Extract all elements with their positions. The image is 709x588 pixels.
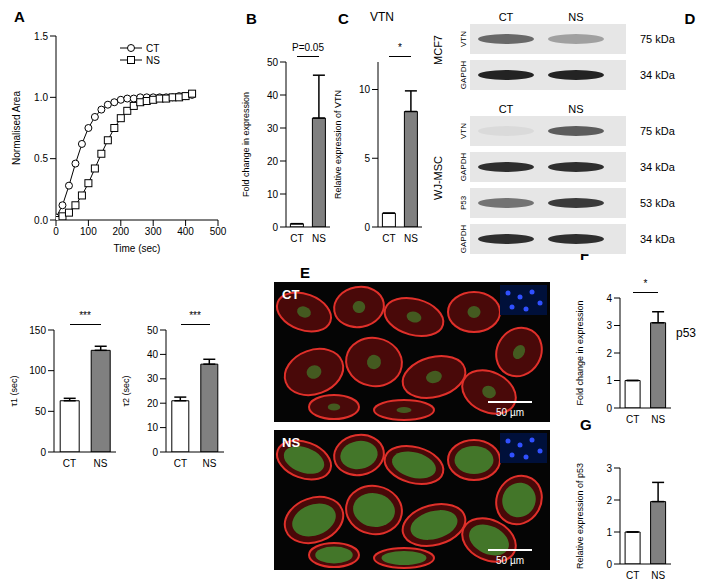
svg-text:NS: NS xyxy=(568,103,583,115)
svg-text:CT: CT xyxy=(499,11,514,23)
svg-text:1.5: 1.5 xyxy=(34,31,48,42)
svg-text:VTN: VTN xyxy=(459,31,468,47)
svg-text:50: 50 xyxy=(267,57,279,68)
svg-text:2: 2 xyxy=(606,495,612,506)
svg-text:CT: CT xyxy=(626,414,639,425)
html-text:P=0.05: P=0.05 xyxy=(292,42,324,53)
svg-text:GAPDH: GAPDH xyxy=(459,225,468,254)
svg-text:34 kDa: 34 kDa xyxy=(640,161,676,173)
svg-text:τ2 (sec): τ2 (sec) xyxy=(121,375,131,406)
svg-text:CT: CT xyxy=(174,458,187,469)
svg-text:50 µm: 50 µm xyxy=(496,407,524,418)
svg-text:MCF7: MCF7 xyxy=(432,35,444,65)
svg-text:NS: NS xyxy=(404,233,418,244)
svg-text:3: 3 xyxy=(606,463,612,474)
svg-text:30: 30 xyxy=(147,373,159,384)
svg-text:Fold change in expression: Fold change in expression xyxy=(241,92,251,197)
svg-text:NS: NS xyxy=(651,570,665,581)
svg-text:GAPDH: GAPDH xyxy=(459,153,468,182)
svg-text:Normalised Area: Normalised Area xyxy=(11,91,22,165)
svg-text:NS: NS xyxy=(94,458,108,469)
svg-text:2: 2 xyxy=(606,348,612,359)
svg-text:34 kDa: 34 kDa xyxy=(640,233,676,245)
svg-text:0: 0 xyxy=(272,222,278,233)
svg-text:NS: NS xyxy=(203,458,217,469)
svg-text:0: 0 xyxy=(53,226,59,237)
svg-text:CT: CT xyxy=(626,570,639,581)
svg-text:NS: NS xyxy=(282,435,300,450)
svg-text:34 kDa: 34 kDa xyxy=(640,69,676,81)
svg-text:Fold change in expression: Fold change in expression xyxy=(575,300,585,405)
svg-text:1.0: 1.0 xyxy=(34,92,48,103)
svg-text:1: 1 xyxy=(606,527,612,538)
svg-text:0: 0 xyxy=(152,447,158,458)
svg-text:τ1 (sec): τ1 (sec) xyxy=(9,375,19,406)
svg-text:5: 5 xyxy=(364,153,370,164)
svg-text:40: 40 xyxy=(147,349,159,360)
svg-text:10: 10 xyxy=(267,189,279,200)
svg-text:CT: CT xyxy=(282,287,299,302)
svg-text:10: 10 xyxy=(147,422,159,433)
svg-text:0.5: 0.5 xyxy=(34,153,48,164)
svg-text:1: 1 xyxy=(606,375,612,386)
svg-text:53 kDa: 53 kDa xyxy=(640,197,676,209)
svg-text:100: 100 xyxy=(80,226,97,237)
svg-text:0: 0 xyxy=(40,447,46,458)
svg-text:WJ-MSC: WJ-MSC xyxy=(432,156,444,200)
svg-text:30: 30 xyxy=(267,123,279,134)
svg-text:0: 0 xyxy=(364,222,370,233)
svg-text:3: 3 xyxy=(606,320,612,331)
svg-text:75 kDa: 75 kDa xyxy=(640,125,676,137)
svg-text:0.0: 0.0 xyxy=(34,215,48,226)
html-text:p53: p53 xyxy=(676,326,696,340)
svg-text:400: 400 xyxy=(177,226,194,237)
html-text:C: C xyxy=(338,10,349,27)
html-text:VTN: VTN xyxy=(370,10,394,24)
html-text:NS: NS xyxy=(146,54,160,66)
svg-text:NS: NS xyxy=(651,414,665,425)
svg-text:CT: CT xyxy=(63,458,76,469)
svg-text:150: 150 xyxy=(29,325,46,336)
html-text:G: G xyxy=(580,416,592,433)
svg-text:20: 20 xyxy=(267,156,279,167)
svg-text:300: 300 xyxy=(145,226,162,237)
svg-text:50: 50 xyxy=(147,325,159,336)
svg-text:D: D xyxy=(685,10,696,27)
svg-text:20: 20 xyxy=(147,398,159,409)
html-text:F: F xyxy=(580,246,590,263)
html-text:CT: CT xyxy=(146,42,160,54)
html-text:E: E xyxy=(300,264,310,281)
html-text:B: B xyxy=(246,10,257,27)
svg-text:75 kDa: 75 kDa xyxy=(640,33,676,45)
svg-text:Relative expression of p53: Relative expression of p53 xyxy=(575,463,585,569)
svg-text:VTN: VTN xyxy=(459,123,468,139)
svg-text:10: 10 xyxy=(359,84,371,95)
svg-text:P53: P53 xyxy=(459,195,468,210)
svg-text:0: 0 xyxy=(606,403,612,414)
svg-text:NS: NS xyxy=(568,11,583,23)
svg-text:40: 40 xyxy=(267,90,279,101)
svg-text:CT: CT xyxy=(499,103,514,115)
svg-text:Relative expression of VTN: Relative expression of VTN xyxy=(333,90,343,199)
svg-text:50 µm: 50 µm xyxy=(496,555,524,566)
svg-text:Time (sec): Time (sec) xyxy=(114,243,161,254)
svg-text:CT: CT xyxy=(382,233,395,244)
svg-text:CT: CT xyxy=(290,233,303,244)
svg-text:NS: NS xyxy=(312,233,326,244)
svg-text:100: 100 xyxy=(29,365,46,376)
svg-text:4: 4 xyxy=(606,293,612,304)
svg-text:0: 0 xyxy=(606,559,612,570)
svg-text:200: 200 xyxy=(112,226,129,237)
svg-text:500: 500 xyxy=(210,226,227,237)
html-text:A: A xyxy=(14,8,25,25)
svg-text:50: 50 xyxy=(35,406,47,417)
svg-text:GAPDH: GAPDH xyxy=(459,61,468,90)
